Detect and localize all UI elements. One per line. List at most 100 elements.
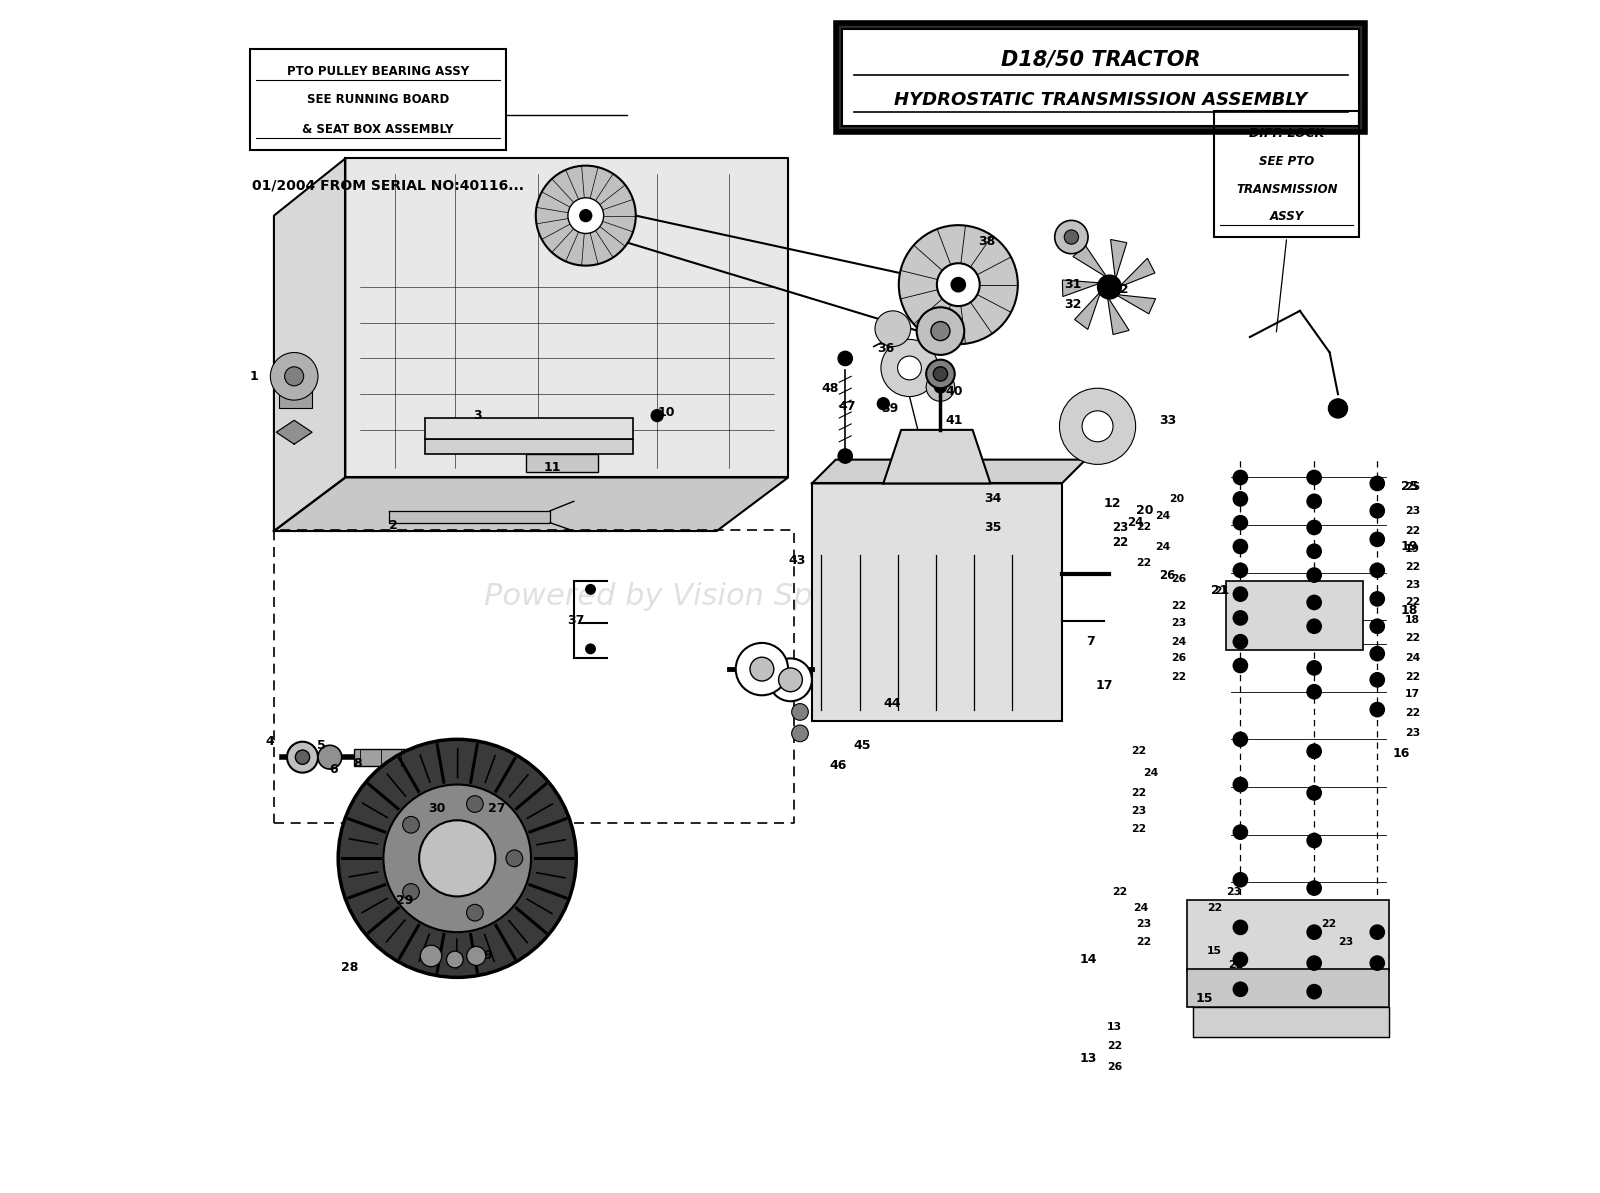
Text: 22: 22 bbox=[1405, 598, 1419, 607]
Bar bbox=[1187, 900, 1389, 971]
Polygon shape bbox=[274, 477, 789, 531]
Circle shape bbox=[770, 659, 811, 701]
Text: 26: 26 bbox=[1160, 569, 1176, 581]
Circle shape bbox=[403, 816, 419, 833]
Circle shape bbox=[1234, 826, 1248, 840]
Text: 22: 22 bbox=[1131, 787, 1146, 798]
Text: 30: 30 bbox=[429, 802, 446, 815]
Text: 36: 36 bbox=[877, 342, 894, 356]
Text: 45: 45 bbox=[853, 738, 870, 752]
Circle shape bbox=[1307, 544, 1322, 558]
Polygon shape bbox=[1075, 291, 1101, 329]
Bar bbox=[1214, 111, 1360, 237]
Text: 22: 22 bbox=[1107, 1041, 1122, 1051]
Circle shape bbox=[736, 643, 789, 696]
Bar bbox=[354, 749, 419, 766]
Text: 22: 22 bbox=[1405, 526, 1419, 536]
Text: 22: 22 bbox=[1136, 523, 1150, 532]
Text: 17: 17 bbox=[1405, 690, 1419, 699]
Circle shape bbox=[1307, 595, 1322, 610]
Polygon shape bbox=[1107, 296, 1130, 334]
Polygon shape bbox=[811, 459, 1086, 483]
Circle shape bbox=[1234, 982, 1248, 996]
Circle shape bbox=[1234, 733, 1248, 747]
Text: 9: 9 bbox=[483, 950, 493, 963]
Text: 23: 23 bbox=[1136, 919, 1150, 929]
Text: 22: 22 bbox=[1405, 562, 1419, 571]
Circle shape bbox=[1370, 503, 1384, 518]
Circle shape bbox=[875, 311, 910, 346]
Text: 37: 37 bbox=[568, 614, 586, 626]
Text: 42: 42 bbox=[1112, 283, 1130, 296]
Circle shape bbox=[899, 225, 1018, 344]
Circle shape bbox=[270, 352, 318, 400]
Text: 47: 47 bbox=[838, 400, 856, 413]
Text: 21: 21 bbox=[1211, 585, 1229, 596]
Text: 24: 24 bbox=[1128, 517, 1144, 530]
Circle shape bbox=[1234, 492, 1248, 506]
Circle shape bbox=[898, 356, 922, 379]
Circle shape bbox=[1307, 520, 1322, 534]
Text: 46: 46 bbox=[830, 759, 846, 772]
Text: TRANSMISSION: TRANSMISSION bbox=[1237, 183, 1338, 196]
Text: 19: 19 bbox=[1402, 540, 1419, 554]
Polygon shape bbox=[1074, 246, 1107, 278]
Text: 1: 1 bbox=[250, 370, 259, 383]
Circle shape bbox=[950, 278, 965, 292]
Text: HYDROSTATIC TRANSMISSION ASSEMBLY: HYDROSTATIC TRANSMISSION ASSEMBLY bbox=[894, 91, 1307, 109]
Text: 22: 22 bbox=[1136, 558, 1150, 568]
Circle shape bbox=[1307, 619, 1322, 633]
Circle shape bbox=[838, 351, 853, 365]
Circle shape bbox=[1307, 661, 1322, 675]
Bar bbox=[811, 483, 1062, 722]
Circle shape bbox=[1234, 920, 1248, 934]
Circle shape bbox=[1234, 872, 1248, 886]
Circle shape bbox=[586, 644, 595, 654]
Text: SEE PTO: SEE PTO bbox=[1259, 155, 1315, 168]
Text: 20: 20 bbox=[1136, 505, 1154, 518]
Circle shape bbox=[934, 381, 946, 392]
Text: 22: 22 bbox=[1206, 903, 1222, 914]
Text: 26: 26 bbox=[1171, 654, 1187, 663]
Circle shape bbox=[467, 904, 483, 921]
Text: 13: 13 bbox=[1107, 1022, 1122, 1032]
Circle shape bbox=[285, 366, 304, 385]
Text: 4: 4 bbox=[266, 735, 274, 748]
Text: 24: 24 bbox=[1142, 767, 1158, 778]
Circle shape bbox=[579, 210, 592, 222]
Text: 35: 35 bbox=[984, 521, 1002, 534]
Text: 25: 25 bbox=[1405, 482, 1419, 492]
Circle shape bbox=[1234, 611, 1248, 625]
Text: 38: 38 bbox=[979, 235, 995, 248]
Text: 8: 8 bbox=[354, 756, 362, 769]
Text: 18: 18 bbox=[1405, 616, 1419, 625]
Bar bbox=[1187, 969, 1389, 1007]
Circle shape bbox=[1307, 744, 1322, 759]
Circle shape bbox=[586, 585, 595, 594]
Circle shape bbox=[1234, 539, 1248, 554]
Text: 19: 19 bbox=[1405, 544, 1419, 554]
Circle shape bbox=[318, 746, 342, 769]
Circle shape bbox=[926, 372, 955, 401]
Circle shape bbox=[467, 946, 486, 965]
Polygon shape bbox=[1110, 240, 1126, 279]
Text: 41: 41 bbox=[946, 414, 963, 427]
Text: 22: 22 bbox=[1322, 919, 1336, 929]
Text: 23: 23 bbox=[1226, 886, 1242, 897]
Text: 24: 24 bbox=[1133, 903, 1149, 914]
Polygon shape bbox=[346, 159, 789, 477]
Text: 29: 29 bbox=[397, 894, 413, 907]
Circle shape bbox=[384, 785, 531, 932]
Bar bbox=[278, 384, 312, 408]
Circle shape bbox=[1307, 956, 1322, 970]
Text: 24: 24 bbox=[1405, 654, 1419, 663]
Text: 11: 11 bbox=[544, 462, 562, 475]
Text: 22: 22 bbox=[1112, 886, 1126, 897]
Bar bbox=[426, 439, 634, 453]
Circle shape bbox=[1370, 532, 1384, 546]
Circle shape bbox=[1307, 925, 1322, 939]
Polygon shape bbox=[1118, 258, 1155, 288]
Circle shape bbox=[1370, 925, 1384, 939]
Text: 25: 25 bbox=[1402, 481, 1419, 494]
Text: ASSY: ASSY bbox=[1270, 210, 1304, 223]
